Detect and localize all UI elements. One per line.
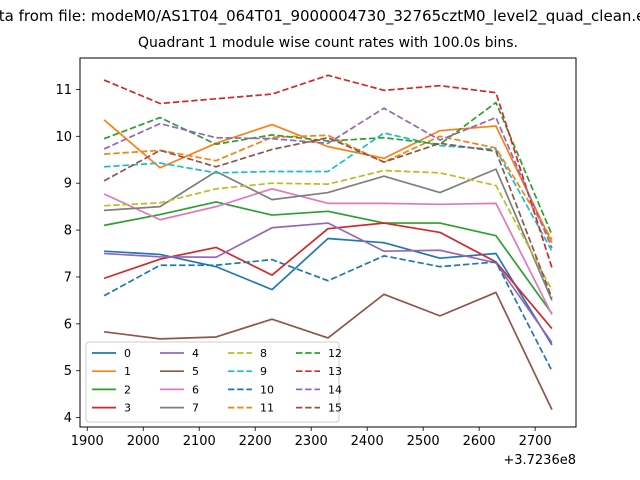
legend-entry-1: 1 [92, 365, 131, 378]
series-line-4 [104, 222, 553, 344]
x-tick-label: 2700 [519, 434, 552, 449]
legend-label: 13 [328, 365, 342, 378]
y-tick-label: 6 [64, 317, 72, 332]
x-tick-label: 2200 [239, 434, 272, 449]
series-line-5 [103, 291, 553, 411]
legend-label: 5 [192, 365, 199, 378]
series-line-2 [103, 201, 553, 315]
series-line-7 [104, 168, 553, 301]
x-tick-label: 2100 [183, 434, 216, 449]
legend-entry-5: 5 [160, 365, 199, 378]
x-tick-label: 2400 [351, 434, 384, 449]
x-tick-label: 2000 [127, 434, 160, 449]
y-tick-label: 9 [64, 177, 72, 192]
legend-label: 12 [328, 347, 342, 360]
series-line-1 [103, 119, 553, 244]
legend-label: 14 [328, 383, 342, 396]
legend-label: 6 [192, 383, 199, 396]
legend-box [85, 341, 340, 423]
x-tick-label: 2600 [463, 434, 496, 449]
series-line-11 [104, 134, 553, 240]
x-tick-label: 2300 [295, 434, 328, 449]
axes-frame [79, 57, 577, 428]
y-tick-label: 11 [55, 83, 72, 98]
legend-entry-12: 12 [296, 347, 342, 360]
legend-entry-8: 8 [228, 347, 267, 360]
legend-entry-4: 4 [160, 347, 199, 360]
legend-label: 3 [124, 402, 131, 415]
series-line-0 [104, 237, 553, 346]
series-line-12 [103, 101, 553, 236]
legend-label: 0 [124, 347, 131, 360]
legend-entry-10: 10 [228, 383, 274, 396]
legend-entry-14: 14 [296, 383, 342, 396]
legend-entry-15: 15 [296, 402, 342, 415]
legend-entry-3: 3 [92, 402, 131, 415]
legend-label: 7 [192, 402, 199, 415]
legend-label: 2 [124, 383, 131, 396]
legend-entry-13: 13 [296, 365, 342, 378]
legend-entry-6: 6 [160, 383, 199, 396]
y-tick-label: 4 [64, 411, 72, 426]
y-tick-label: 5 [64, 364, 72, 379]
series-line-6 [103, 187, 553, 315]
figure-suptitle: Data from file: modeM0/AS1T04_064T01_900… [0, 7, 640, 25]
series-line-10 [103, 255, 553, 372]
chart-title: Quadrant 1 module wise count rates with … [138, 35, 518, 51]
series-line-13 [103, 74, 553, 268]
y-tick-label: 7 [64, 270, 72, 285]
legend-label: 9 [260, 365, 267, 378]
y-tick-label: 10 [55, 130, 72, 145]
x-offset-label: +3.7236e8 [503, 453, 576, 468]
x-tick-label: 1900 [71, 434, 104, 449]
series-line-15 [103, 136, 553, 299]
legend-entry-0: 0 [92, 347, 131, 360]
legend-label: 15 [328, 402, 342, 415]
series-line-14 [103, 107, 553, 249]
legend-label: 11 [260, 402, 274, 415]
y-tick-label: 8 [64, 224, 72, 239]
legend-label: 8 [260, 347, 267, 360]
legend-label: 10 [260, 383, 274, 396]
legend-entry-9: 9 [228, 365, 267, 378]
series-line-3 [103, 222, 553, 330]
legend-entry-11: 11 [228, 402, 274, 415]
x-tick-label: 2500 [407, 434, 440, 449]
legend-entry-7: 7 [160, 402, 199, 415]
series-line-8 [104, 169, 553, 291]
legend-label: 4 [192, 347, 199, 360]
legend-entry-2: 2 [92, 383, 131, 396]
legend-label: 1 [124, 365, 131, 378]
